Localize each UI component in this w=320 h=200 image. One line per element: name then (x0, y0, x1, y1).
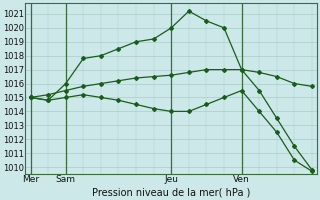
X-axis label: Pression niveau de la mer( hPa ): Pression niveau de la mer( hPa ) (92, 187, 251, 197)
